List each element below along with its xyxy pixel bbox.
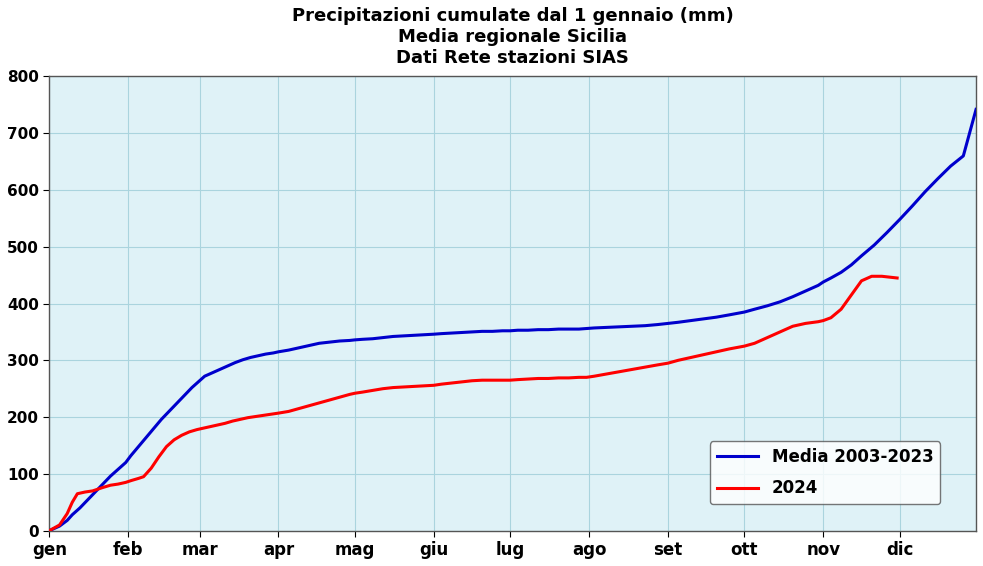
Media 2003-2023 <box>43 528 55 534</box>
Line: 2024: 2024 <box>49 276 897 531</box>
Line: Media 2003-2023: Media 2003-2023 <box>49 109 976 531</box>
2024 <box>408 383 420 390</box>
2024 <box>43 528 55 534</box>
Media 2003-2023 <box>711 314 723 320</box>
2024 <box>176 432 188 439</box>
Legend: Media 2003-2023, 2024: Media 2003-2023, 2024 <box>710 441 940 504</box>
Media 2003-2023 <box>97 481 109 487</box>
2024 <box>685 354 697 361</box>
2024 <box>866 273 878 280</box>
2024 <box>581 374 593 381</box>
2024 <box>145 465 157 471</box>
2024 <box>125 477 137 484</box>
Media 2003-2023 <box>67 511 79 518</box>
Media 2003-2023 <box>435 330 447 337</box>
Media 2003-2023 <box>229 359 241 366</box>
2024 <box>892 275 903 281</box>
Media 2003-2023 <box>504 327 516 334</box>
Title: Precipitazioni cumulate dal 1 gennaio (mm)
Media regionale Sicilia
Dati Rete sta: Precipitazioni cumulate dal 1 gennaio (m… <box>292 7 733 67</box>
Media 2003-2023 <box>970 106 982 113</box>
